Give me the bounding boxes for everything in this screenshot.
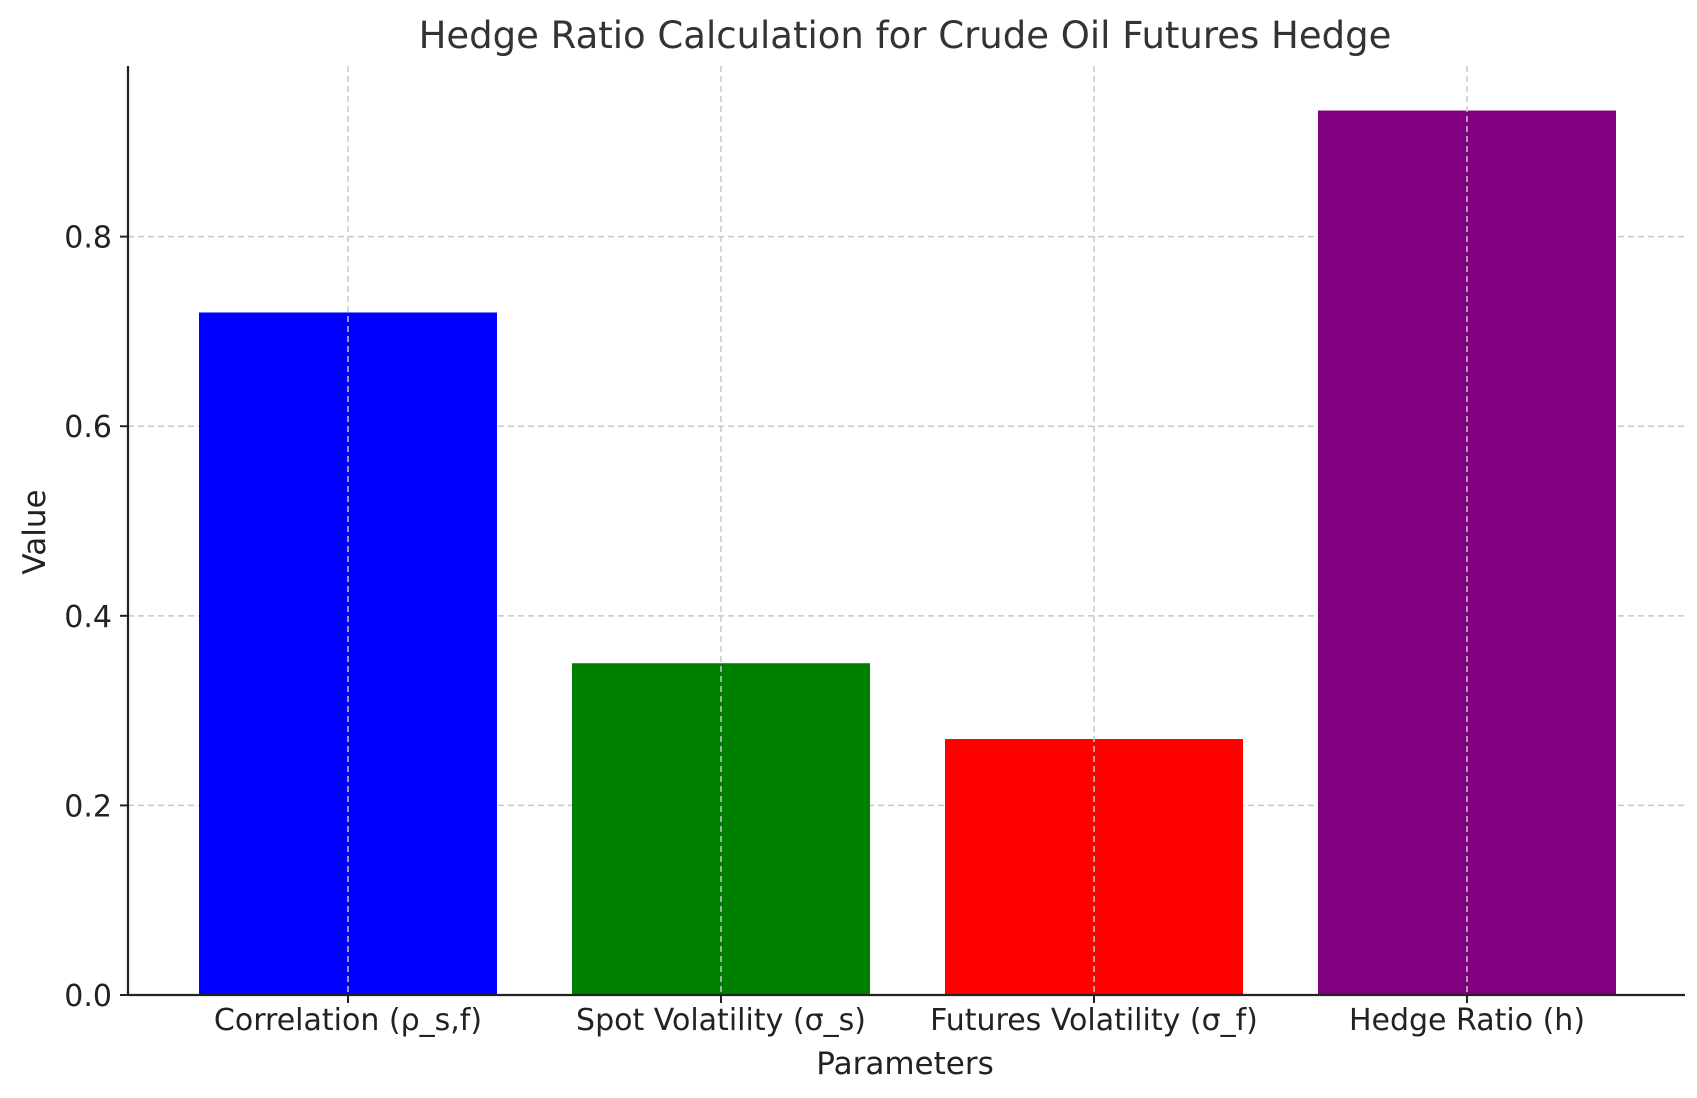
bar <box>199 312 497 996</box>
x-grid <box>347 66 1468 995</box>
x-tick-label: Futures Volatility (σ_f) <box>930 1003 1258 1038</box>
chart-title: Hedge Ratio Calculation for Crude Oil Fu… <box>419 14 1392 57</box>
x-tick-label: Hedge Ratio (h) <box>1349 1003 1585 1038</box>
axes <box>126 66 1685 997</box>
ticks: 0.0 0.2 0.4 0.6 0.8 Correlation (ρ_s,f) Spot V… <box>64 221 1585 1038</box>
x-axis-label: Parameters <box>816 1046 993 1082</box>
y-tick-label: 0.6 <box>64 410 112 445</box>
x-tick-label: Correlation (ρ_s,f) <box>214 1003 482 1038</box>
bars <box>199 110 1616 996</box>
y-tick-label: 0.8 <box>64 221 112 256</box>
y-tick-label: 0.0 <box>64 979 112 1014</box>
y-axis-label: Value <box>17 489 53 574</box>
bar <box>1318 110 1616 996</box>
x-tick-label: Spot Volatility (σ_s) <box>576 1003 866 1038</box>
y-tick-label: 0.2 <box>64 789 112 824</box>
y-tick-label: 0.4 <box>64 600 112 635</box>
